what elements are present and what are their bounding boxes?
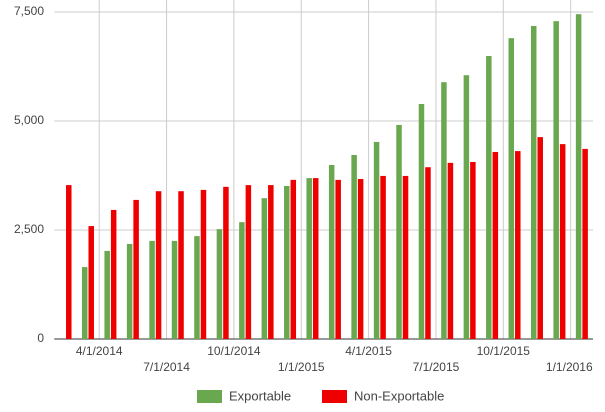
bar <box>328 165 335 339</box>
bar <box>178 191 184 339</box>
x-tick-label: 10/1/2015 <box>477 344 531 358</box>
bar <box>418 103 425 339</box>
bar <box>463 75 470 339</box>
bar <box>402 175 409 339</box>
legend-label: Non-Exportable <box>354 388 444 403</box>
bar <box>88 226 94 339</box>
bar <box>486 56 492 339</box>
legend-swatch <box>197 390 222 403</box>
legend-swatch <box>322 390 347 403</box>
bar <box>268 185 274 339</box>
x-tick-label: 1/1/2015 <box>278 360 325 374</box>
bar <box>223 186 229 339</box>
x-tick-label: 4/1/2014 <box>76 344 123 358</box>
bar <box>200 189 207 339</box>
bar <box>351 155 357 339</box>
bar <box>239 222 245 339</box>
bar <box>261 198 268 339</box>
bar <box>492 151 499 339</box>
bar <box>335 179 341 339</box>
x-tick-label: 4/1/2015 <box>345 344 392 358</box>
y-tick-label: 0 <box>37 331 44 345</box>
bar <box>126 243 133 339</box>
bar <box>508 38 515 339</box>
bar <box>216 229 223 339</box>
bar <box>133 199 139 339</box>
bar <box>582 148 588 339</box>
bar <box>66 185 72 339</box>
bar <box>104 250 110 339</box>
bar <box>194 236 200 339</box>
bar <box>245 185 252 339</box>
bar <box>470 161 476 339</box>
bar <box>575 14 582 340</box>
y-tick-label: 5,000 <box>14 113 44 127</box>
x-tick-label: 7/1/2014 <box>143 360 190 374</box>
bar <box>537 137 543 339</box>
bar <box>559 144 566 339</box>
bar <box>357 178 364 339</box>
bar <box>171 240 178 339</box>
x-tick-label: 10/1/2014 <box>207 344 261 358</box>
bar <box>284 185 290 339</box>
bar <box>380 175 386 339</box>
legend-label: Exportable <box>229 388 291 403</box>
y-tick-label: 2,500 <box>14 222 44 236</box>
bar <box>373 141 380 339</box>
bar <box>290 179 297 339</box>
x-tick-label: 1/1/2016 <box>546 360 593 374</box>
bar <box>81 267 88 339</box>
bar <box>396 124 402 339</box>
x-tick-label: 7/1/2015 <box>413 360 460 374</box>
bar <box>425 167 431 339</box>
y-tick-label: 7,500 <box>14 4 44 18</box>
bar <box>312 178 319 339</box>
bar <box>515 151 521 339</box>
bar <box>306 178 312 339</box>
bar <box>553 21 559 339</box>
bar <box>530 25 537 340</box>
bar <box>447 162 454 339</box>
bar <box>149 240 155 339</box>
bar <box>155 191 162 339</box>
bar <box>441 82 447 340</box>
bar <box>110 209 117 339</box>
